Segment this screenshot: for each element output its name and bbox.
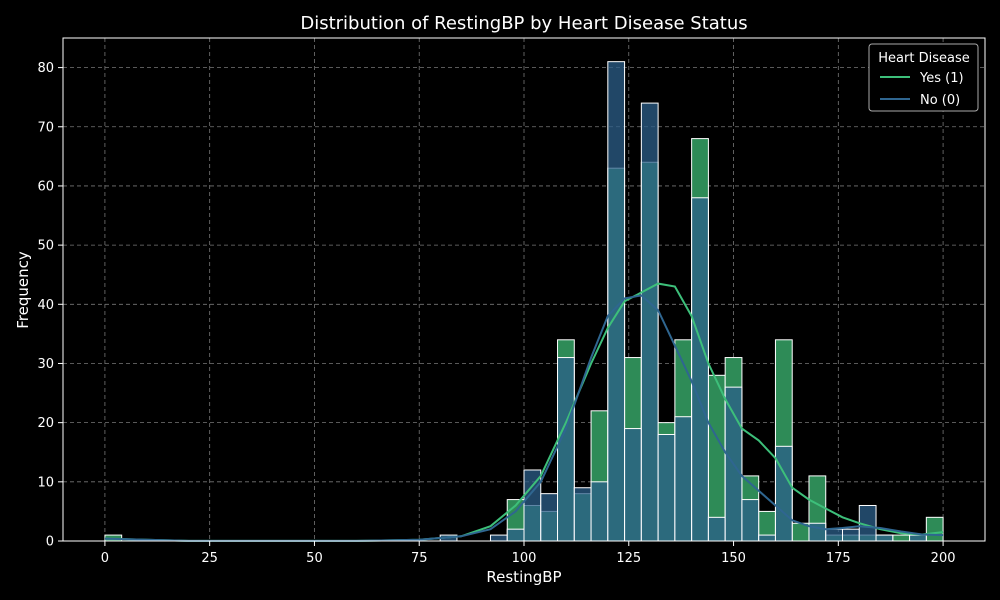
bar-yes bbox=[707, 374, 726, 542]
bar-no bbox=[557, 357, 575, 542]
bar-no bbox=[540, 493, 559, 542]
y-tick-label: 30 bbox=[37, 357, 54, 372]
chart-title: Distribution of RestingBP by Heart Disea… bbox=[300, 13, 747, 34]
y-tick-label: 50 bbox=[37, 239, 54, 254]
x-tick-label: 175 bbox=[826, 551, 851, 566]
bar-yes bbox=[925, 516, 944, 542]
x-tick-label: 150 bbox=[721, 551, 746, 566]
y-tick-label: 70 bbox=[37, 120, 54, 135]
x-axis-label: RestingBP bbox=[486, 568, 561, 586]
grid bbox=[63, 38, 985, 542]
bar-no bbox=[909, 534, 927, 542]
bar-no bbox=[741, 499, 760, 542]
bar-no bbox=[842, 528, 860, 542]
y-axis-label: Frequency bbox=[14, 251, 32, 329]
x-tick-label: 0 bbox=[101, 551, 109, 566]
kde-lines bbox=[104, 282, 944, 542]
y-tick-label: 80 bbox=[37, 61, 54, 76]
x-tick-label: 50 bbox=[306, 551, 323, 566]
x-tick-label: 75 bbox=[411, 551, 428, 566]
bar-no bbox=[707, 516, 726, 542]
legend-box bbox=[868, 43, 979, 112]
bar-no bbox=[624, 428, 642, 542]
y-tick-label: 60 bbox=[37, 179, 54, 194]
y-tick-label: 0 bbox=[46, 535, 54, 550]
bar-no bbox=[590, 481, 609, 542]
axis-ticks: 0 25 50 75 100 125 150 175 200 0 10 20 30 40 50 60 70 80 bbox=[37, 61, 955, 566]
y-tick-label: 40 bbox=[37, 298, 54, 313]
bar-no bbox=[523, 469, 542, 542]
kde-line-no bbox=[104, 294, 944, 542]
legend-title: Heart Disease bbox=[878, 51, 969, 66]
x-tick-label: 125 bbox=[616, 551, 641, 566]
legend: Heart Disease Yes (1) No (0) bbox=[868, 43, 979, 112]
bar-no bbox=[774, 445, 793, 542]
bar-no bbox=[691, 197, 709, 542]
bar-no bbox=[489, 534, 508, 542]
bar-no bbox=[825, 528, 844, 542]
x-tick-label: 100 bbox=[512, 551, 537, 566]
bar-yes bbox=[892, 534, 911, 542]
bar-no bbox=[640, 102, 659, 542]
y-tick-label: 10 bbox=[37, 475, 54, 490]
legend-label-yes: Yes (1) bbox=[919, 71, 964, 86]
bars bbox=[104, 61, 944, 542]
bar-no bbox=[657, 433, 676, 542]
x-tick-label: 200 bbox=[931, 551, 956, 566]
x-tick-label: 25 bbox=[201, 551, 218, 566]
legend-label-no: No (0) bbox=[920, 93, 960, 108]
bar-no bbox=[674, 416, 693, 542]
bar-no bbox=[875, 534, 894, 542]
bar-no bbox=[573, 487, 592, 542]
y-tick-label: 20 bbox=[37, 416, 54, 431]
bar-no bbox=[506, 528, 525, 542]
bar-no bbox=[758, 534, 776, 542]
